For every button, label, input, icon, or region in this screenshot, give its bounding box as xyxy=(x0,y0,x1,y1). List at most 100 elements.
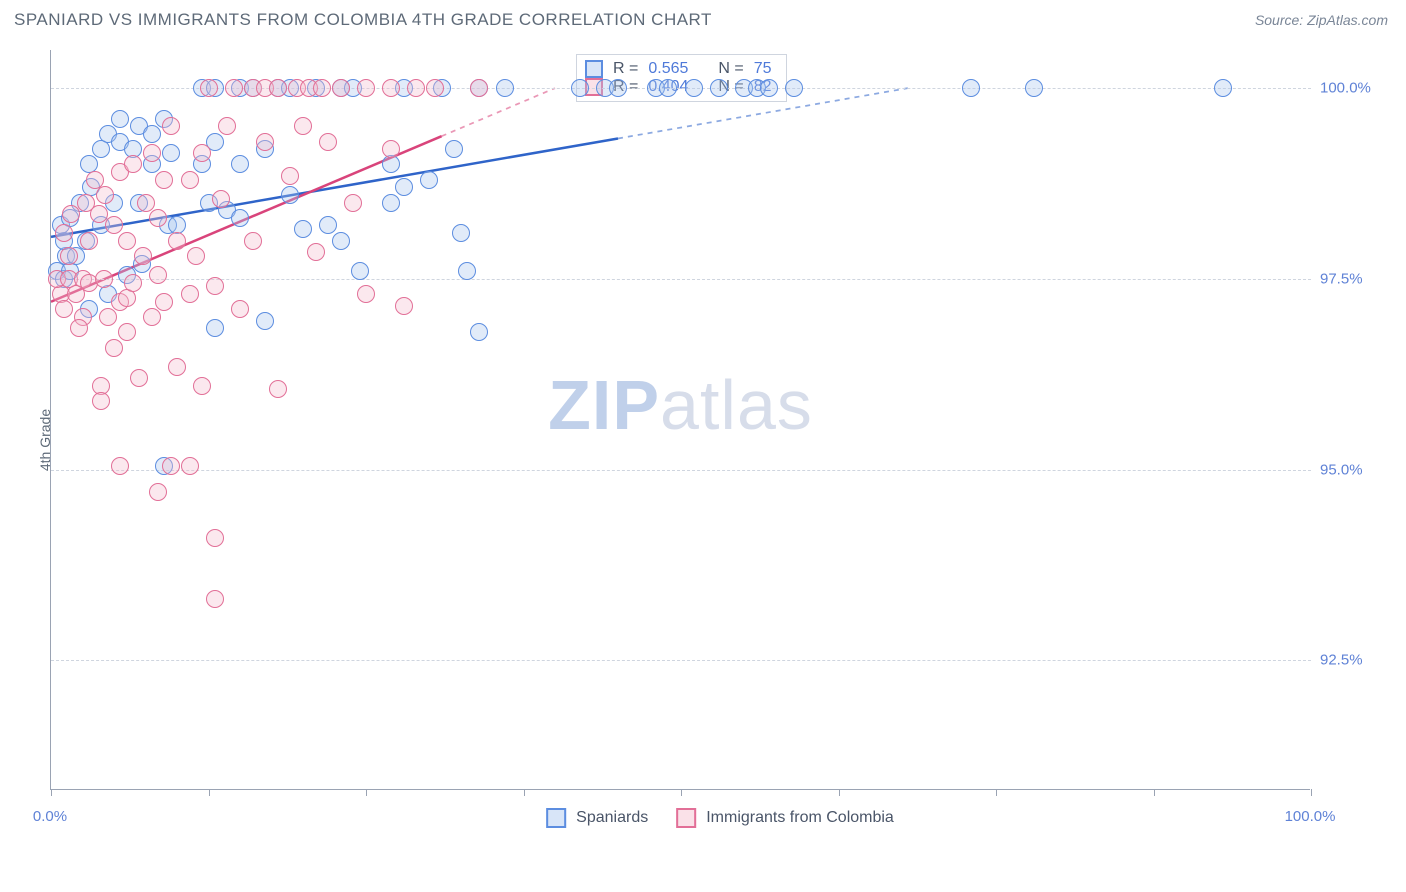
marker-colombia xyxy=(193,377,211,395)
marker-colombia xyxy=(60,247,78,265)
gridline-h xyxy=(51,470,1311,471)
marker-spaniards xyxy=(420,171,438,189)
legend-swatch-colombia xyxy=(676,808,696,828)
chart-title: SPANIARD VS IMMIGRANTS FROM COLOMBIA 4TH… xyxy=(14,10,712,30)
marker-spaniards xyxy=(82,178,100,196)
marker-colombia xyxy=(55,224,73,242)
marker-colombia xyxy=(111,163,129,181)
y-tick-label: 92.5% xyxy=(1320,652,1363,669)
stat-r-label: R = xyxy=(613,60,638,78)
marker-colombia xyxy=(155,171,173,189)
marker-colombia xyxy=(294,117,312,135)
marker-colombia xyxy=(181,457,199,475)
legend-label-spaniards: Spaniards xyxy=(576,809,648,827)
x-tick-label: 100.0% xyxy=(1285,808,1336,825)
legend-swatch-spaniards xyxy=(546,808,566,828)
marker-colombia xyxy=(269,380,287,398)
marker-colombia xyxy=(206,529,224,547)
marker-colombia xyxy=(149,483,167,501)
marker-spaniards xyxy=(294,220,312,238)
stat-row-spaniards: R =0.565N =75 xyxy=(585,60,772,78)
marker-colombia xyxy=(74,308,92,326)
marker-colombia xyxy=(206,277,224,295)
bottom-legend: Spaniards Immigrants from Colombia xyxy=(546,808,894,828)
marker-colombia xyxy=(124,274,142,292)
watermark-atlas: atlas xyxy=(660,366,813,444)
marker-colombia xyxy=(67,285,85,303)
marker-colombia xyxy=(149,209,167,227)
marker-colombia xyxy=(92,377,110,395)
marker-colombia xyxy=(118,289,136,307)
trend-line-colombia xyxy=(51,136,442,302)
marker-spaniards xyxy=(143,155,161,173)
marker-colombia xyxy=(155,293,173,311)
marker-spaniards xyxy=(111,110,129,128)
legend-label-colombia: Immigrants from Colombia xyxy=(706,809,894,827)
marker-colombia xyxy=(90,205,108,223)
marker-spaniards xyxy=(452,224,470,242)
x-tick xyxy=(51,789,52,796)
marker-spaniards xyxy=(256,140,274,158)
x-tick-label: 0.0% xyxy=(33,808,67,825)
marker-spaniards xyxy=(55,232,73,250)
marker-spaniards xyxy=(143,125,161,143)
marker-spaniards xyxy=(48,262,66,280)
marker-spaniards xyxy=(382,155,400,173)
marker-spaniards xyxy=(61,209,79,227)
marker-colombia xyxy=(86,171,104,189)
marker-colombia xyxy=(319,133,337,151)
marker-colombia xyxy=(212,190,230,208)
marker-colombia xyxy=(62,205,80,223)
marker-colombia xyxy=(162,457,180,475)
marker-spaniards xyxy=(105,194,123,212)
marker-colombia xyxy=(256,133,274,151)
marker-spaniards xyxy=(395,178,413,196)
x-tick xyxy=(366,789,367,796)
marker-spaniards xyxy=(118,266,136,284)
stat-n-value-spaniards: 75 xyxy=(754,60,772,78)
marker-spaniards xyxy=(92,216,110,234)
marker-spaniards xyxy=(351,262,369,280)
legend-item-colombia: Immigrants from Colombia xyxy=(676,808,894,828)
marker-spaniards xyxy=(162,144,180,162)
marker-colombia xyxy=(134,247,152,265)
marker-spaniards xyxy=(458,262,476,280)
marker-colombia xyxy=(118,323,136,341)
marker-spaniards xyxy=(61,262,79,280)
marker-spaniards xyxy=(133,255,151,273)
marker-colombia xyxy=(55,300,73,318)
marker-colombia xyxy=(344,194,362,212)
swatch-spaniards xyxy=(585,60,603,78)
stat-row-colombia: R =0.404N =82 xyxy=(585,78,772,96)
marker-spaniards xyxy=(99,285,117,303)
marker-spaniards xyxy=(159,216,177,234)
marker-colombia xyxy=(307,243,325,261)
stat-n-label: N = xyxy=(718,78,743,96)
marker-spaniards xyxy=(71,194,89,212)
marker-spaniards xyxy=(80,155,98,173)
marker-colombia xyxy=(143,308,161,326)
marker-spaniards xyxy=(155,457,173,475)
marker-spaniards xyxy=(218,201,236,219)
marker-colombia xyxy=(187,247,205,265)
header: SPANIARD VS IMMIGRANTS FROM COLOMBIA 4TH… xyxy=(0,0,1406,36)
stats-box: R =0.565N =75R =0.404N =82 xyxy=(576,54,787,102)
source-label: Source: ZipAtlas.com xyxy=(1255,12,1388,28)
y-tick-label: 97.5% xyxy=(1320,270,1363,287)
gridline-h xyxy=(51,88,1311,89)
marker-colombia xyxy=(244,232,262,250)
trend-line-spaniards xyxy=(51,138,618,236)
y-tick-label: 100.0% xyxy=(1320,80,1371,97)
marker-spaniards xyxy=(206,133,224,151)
marker-colombia xyxy=(80,274,98,292)
marker-spaniards xyxy=(99,125,117,143)
x-tick xyxy=(681,789,682,796)
marker-spaniards xyxy=(92,140,110,158)
marker-colombia xyxy=(281,167,299,185)
marker-colombia xyxy=(382,140,400,158)
marker-spaniards xyxy=(130,117,148,135)
marker-colombia xyxy=(137,194,155,212)
marker-colombia xyxy=(395,297,413,315)
marker-spaniards xyxy=(206,319,224,337)
marker-spaniards xyxy=(231,155,249,173)
